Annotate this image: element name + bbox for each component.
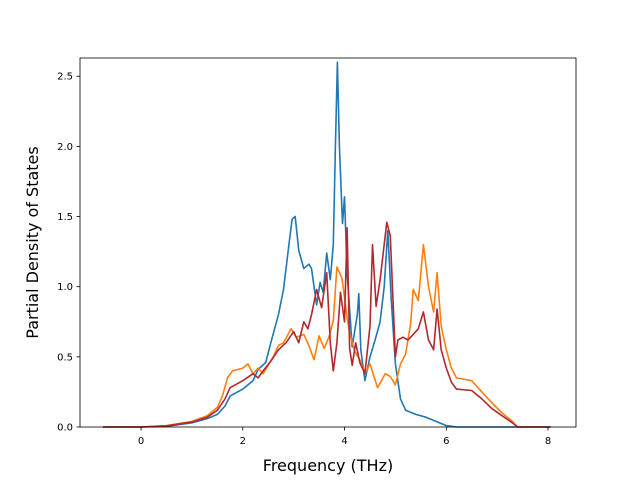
x-tick-label: 2 [240,436,246,447]
y-tick-label: 0.5 [57,352,73,363]
x-axis-ticks: 0 2 4 6 8 [138,427,551,447]
y-tick-label: 0.0 [57,423,73,434]
x-tick-label: 4 [341,436,347,447]
series-line-2 [102,243,551,428]
x-tick-label: 8 [545,436,551,447]
x-tick-label: 6 [443,436,449,447]
x-axis-label: Frequency (THz) [263,456,393,475]
y-tick-label: 1.0 [57,282,73,293]
series-line-1 [102,61,551,428]
plot-lines [102,61,551,428]
y-tick-label: 2.5 [57,72,73,83]
y-axis-ticks: 0.0 0.5 1.0 1.5 2.0 2.5 [57,72,80,434]
series-line-3 [102,221,551,428]
y-tick-label: 1.5 [57,212,73,223]
y-tick-label: 2.0 [57,142,73,153]
y-axis-label: Partial Density of States [23,146,42,338]
x-tick-label: 0 [138,436,144,447]
plot-frame [79,57,577,428]
